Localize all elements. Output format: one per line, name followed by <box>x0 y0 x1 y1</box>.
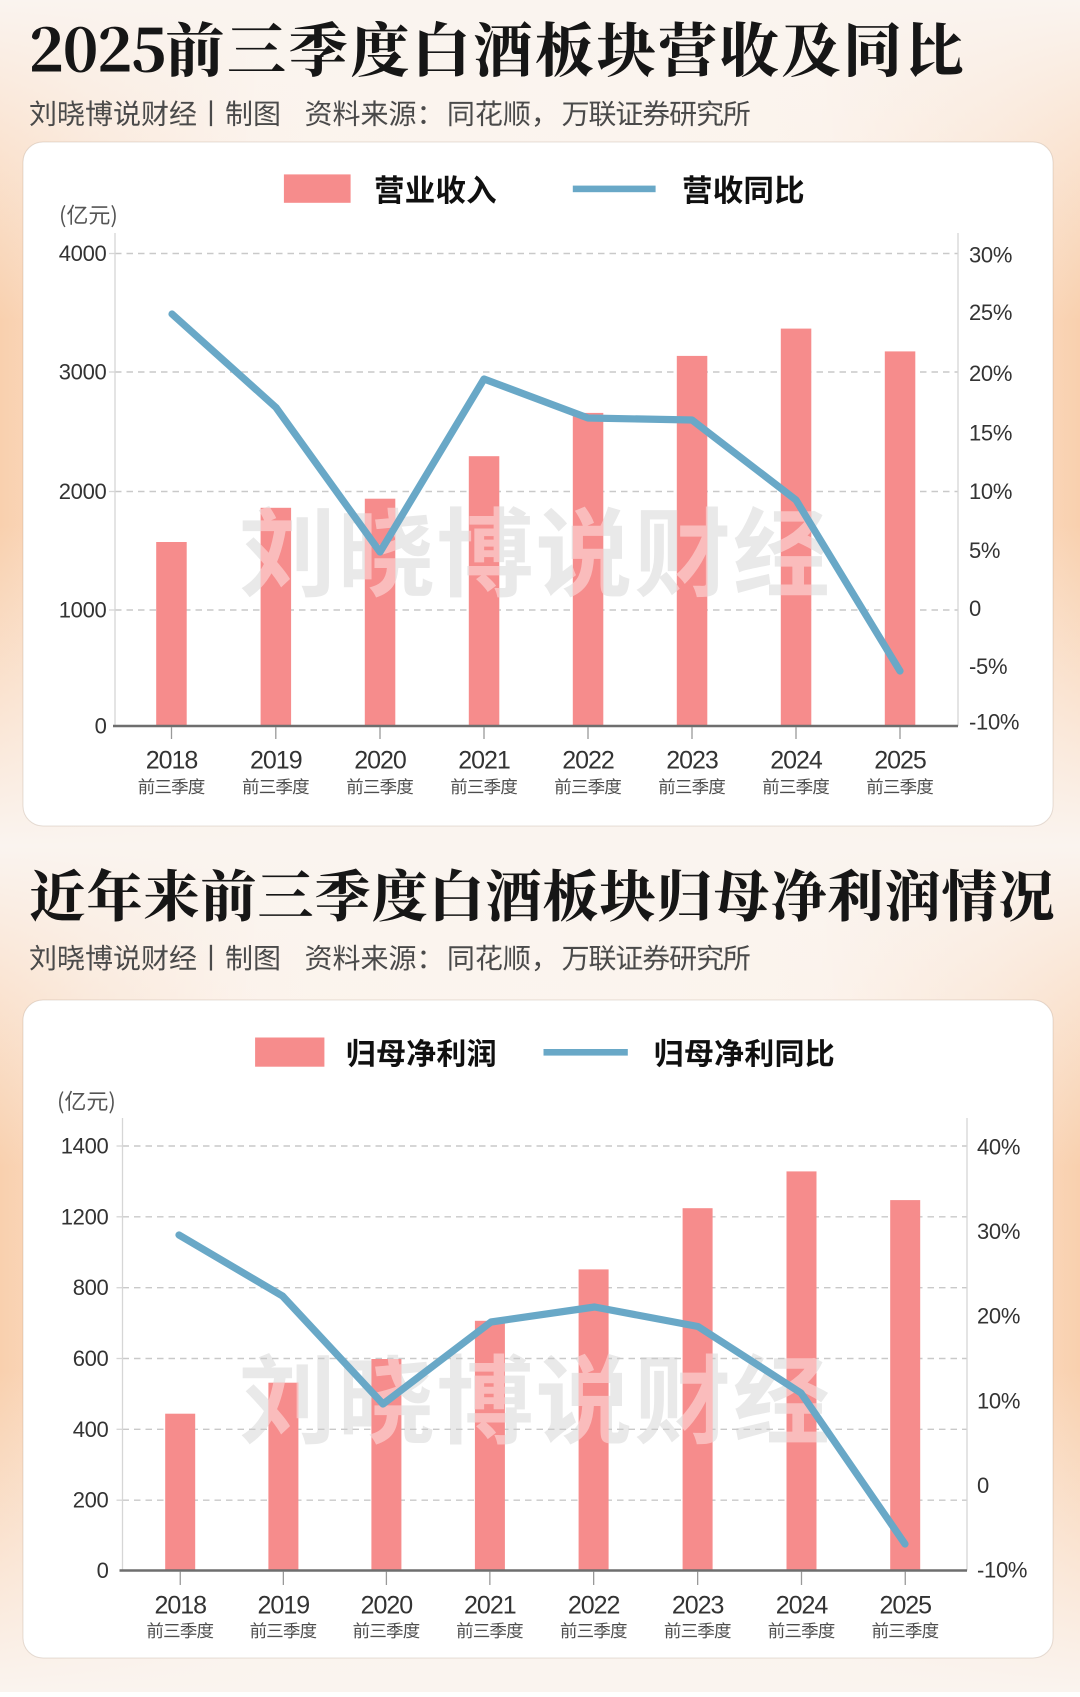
svg-text:0: 0 <box>95 714 107 739</box>
svg-text:1400: 1400 <box>61 1134 109 1159</box>
svg-text:2023: 2023 <box>672 1592 724 1620</box>
svg-text:-10%: -10% <box>977 1558 1027 1583</box>
svg-text:600: 600 <box>73 1346 109 1371</box>
svg-text:20%: 20% <box>977 1304 1020 1329</box>
svg-text:2019: 2019 <box>250 747 302 775</box>
svg-text:5%: 5% <box>969 538 1000 563</box>
svg-text:20%: 20% <box>969 361 1012 386</box>
svg-text:400: 400 <box>73 1417 109 1442</box>
svg-text:1000: 1000 <box>59 598 107 623</box>
svg-text:2025: 2025 <box>874 747 926 775</box>
svg-text:2025: 2025 <box>879 1592 931 1620</box>
svg-text:200: 200 <box>73 1488 109 1513</box>
svg-text:2018: 2018 <box>154 1592 206 1620</box>
svg-text:0: 0 <box>97 1558 109 1583</box>
svg-text:30%: 30% <box>977 1219 1020 1244</box>
svg-text:2018: 2018 <box>146 747 198 775</box>
svg-text:0: 0 <box>969 596 981 621</box>
svg-text:0: 0 <box>977 1473 989 1498</box>
svg-text:2024: 2024 <box>770 747 823 775</box>
svg-text:10%: 10% <box>977 1388 1020 1413</box>
svg-text:10%: 10% <box>969 479 1012 504</box>
svg-text:2022: 2022 <box>562 747 614 775</box>
svg-text:2021: 2021 <box>458 747 510 775</box>
svg-text:2022: 2022 <box>568 1592 620 1620</box>
svg-text:2021: 2021 <box>464 1592 516 1620</box>
svg-text:2020: 2020 <box>354 747 406 775</box>
svg-text:30%: 30% <box>969 242 1012 267</box>
svg-text:-5%: -5% <box>969 654 1007 679</box>
svg-text:1200: 1200 <box>61 1204 109 1229</box>
svg-text:2024: 2024 <box>776 1592 829 1620</box>
svg-text:2023: 2023 <box>666 747 718 775</box>
svg-text:4000: 4000 <box>59 241 107 266</box>
svg-text:2019: 2019 <box>258 1592 310 1620</box>
svg-text:40%: 40% <box>977 1135 1020 1160</box>
svg-text:800: 800 <box>73 1275 109 1300</box>
svg-text:15%: 15% <box>969 421 1012 446</box>
svg-text:2020: 2020 <box>361 1592 413 1620</box>
svg-text:-10%: -10% <box>969 710 1019 735</box>
svg-text:3000: 3000 <box>59 360 107 385</box>
svg-text:25%: 25% <box>969 300 1012 325</box>
svg-text:2000: 2000 <box>59 479 107 504</box>
